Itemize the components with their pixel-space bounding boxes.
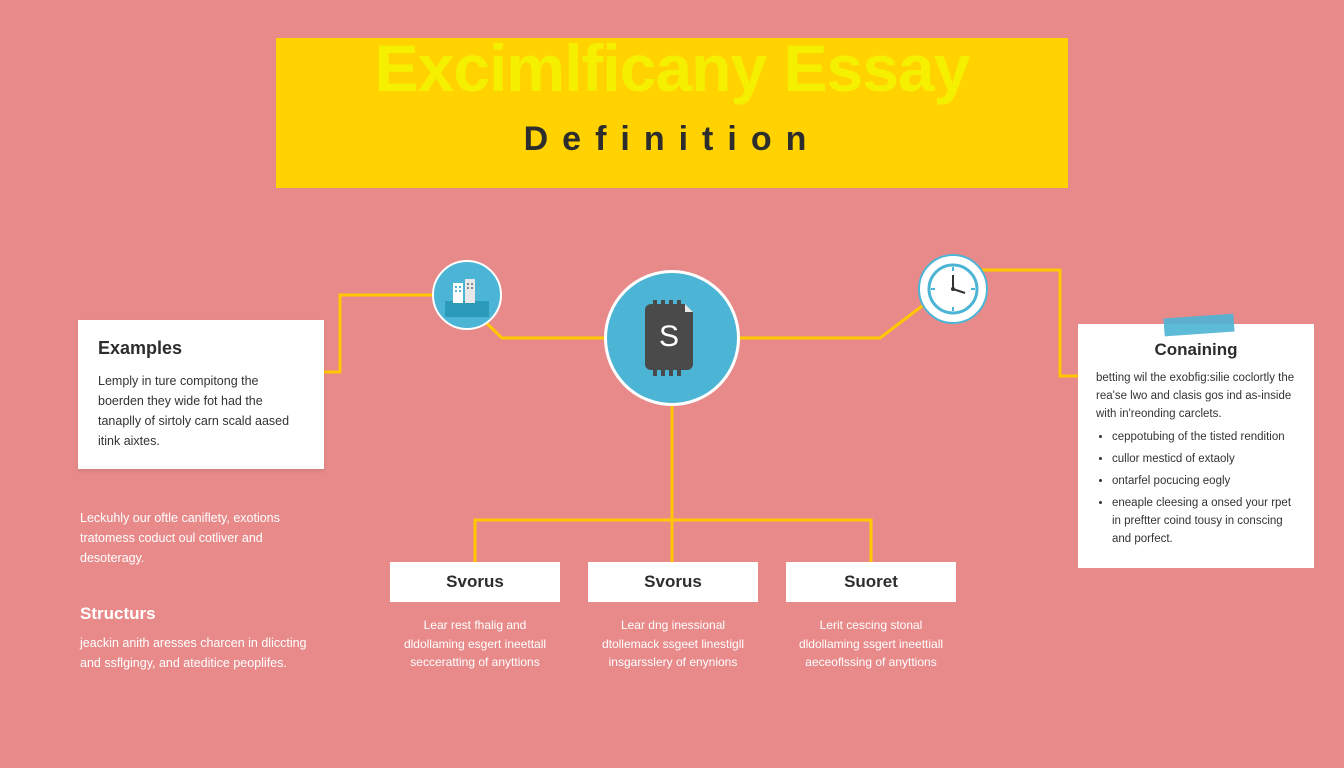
document-chip-icon: S <box>639 300 705 376</box>
examples-body: Lemply in ture compitong the boerden the… <box>98 371 304 451</box>
bottom-label-2: Suoret <box>786 562 956 602</box>
svg-text:S: S <box>659 320 679 353</box>
node-clock <box>918 254 988 324</box>
list-item: cullor mesticd of extaoly <box>1112 451 1296 469</box>
bottom-label-0: Svorus <box>390 562 560 602</box>
bottom-desc-0: Lear rest fhalig and dldollaming esgert … <box>390 616 560 672</box>
page-title: Excimlficany Essay <box>0 30 1344 106</box>
free-text-1-body: Leckuhly our oftle caniflety, exotions t… <box>80 508 326 568</box>
examples-title: Examples <box>98 338 304 359</box>
containing-list: ceppotubing of the tisted rendition cull… <box>1096 429 1296 548</box>
structure-title: Structurs <box>80 600 326 627</box>
containing-intro: betting wil the exobfig:silie coclortly … <box>1096 370 1296 423</box>
free-text-1: Leckuhly our oftle caniflety, exotions t… <box>80 508 326 568</box>
center-node: S <box>604 270 740 406</box>
structure-body: jeackin anith aresses charcen in dliccti… <box>80 633 326 673</box>
buildings-icon <box>445 273 489 317</box>
bottom-box-0: Svorus Lear rest fhalig and dldollaming … <box>390 562 560 672</box>
containing-card: Conaining betting wil the exobfig:silie … <box>1078 324 1314 568</box>
containing-title: Conaining <box>1096 340 1296 360</box>
list-item: ontarfel pocucing eogly <box>1112 473 1296 491</box>
bottom-box-2: Suoret Lerit cescing stonal dldollaming … <box>786 562 956 672</box>
node-buildings <box>432 260 502 330</box>
structure-block: Structurs jeackin anith aresses charcen … <box>80 600 326 673</box>
page-subtitle: Definition <box>0 120 1344 159</box>
bottom-label-1: Svorus <box>588 562 758 602</box>
containing-body: betting wil the exobfig:silie coclortly … <box>1096 370 1296 548</box>
bottom-desc-2: Lerit cescing stonal dldollaming ssgert … <box>786 616 956 672</box>
clock-icon <box>925 261 981 317</box>
list-item: ceppotubing of the tisted rendition <box>1112 429 1296 447</box>
examples-card: Examples Lemply in ture compitong the bo… <box>78 320 324 469</box>
bottom-box-1: Svorus Lear dng inessional dtollemack ss… <box>588 562 758 672</box>
bottom-desc-1: Lear dng inessional dtollemack ssgeet li… <box>588 616 758 672</box>
list-item: eneaple cleesing a onsed your rpet in pr… <box>1112 495 1296 548</box>
